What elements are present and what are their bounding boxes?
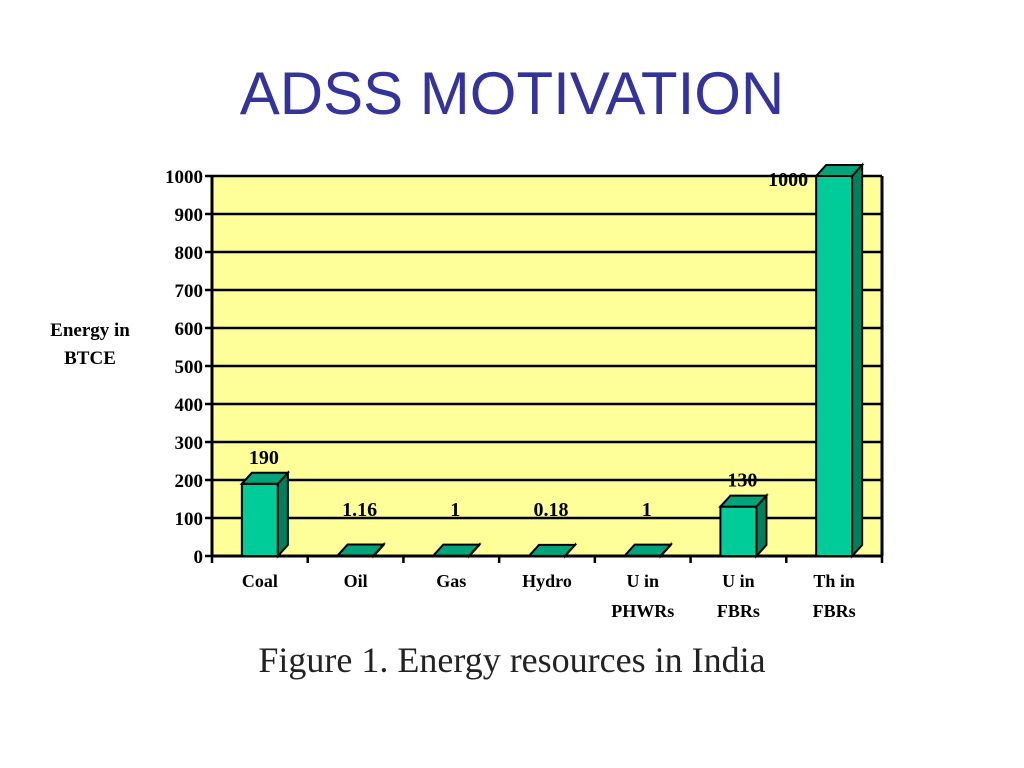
category-label: Th in [813, 571, 855, 591]
figure-caption: Figure 1. Energy resources in India [258, 640, 766, 680]
slide-title: ADSS MOTIVATION [239, 60, 785, 127]
category-label: Coal [242, 571, 278, 591]
data-label: 1 [450, 499, 460, 521]
bar-front [240, 482, 279, 557]
data-label: 1000 [768, 169, 808, 191]
category-label: FBRs [813, 601, 856, 621]
y-tick-label: 300 [175, 433, 204, 454]
y-tick-label: 400 [175, 395, 204, 416]
y-axis-title: Energy in [50, 320, 130, 341]
category-label: FBRs [717, 601, 760, 621]
y-tick-label: 1000 [165, 167, 203, 188]
bar-side [468, 542, 481, 559]
data-label: 1.16 [342, 499, 377, 521]
category-label: Gas [436, 571, 466, 591]
bar-side [659, 542, 672, 559]
y-tick-label: 200 [175, 471, 204, 492]
category-label: Hydro [522, 571, 572, 591]
bar-side [372, 541, 385, 559]
y-tick-label: 100 [175, 509, 204, 530]
bar-front [815, 175, 854, 557]
category-label: U in [722, 571, 755, 591]
category-label: PHWRs [611, 601, 674, 621]
bar-side [564, 542, 576, 559]
data-label: 190 [249, 447, 279, 469]
bar-side [851, 162, 864, 559]
bar-side [276, 470, 289, 559]
data-label: 0.18 [534, 499, 569, 521]
bar-front [719, 505, 758, 558]
y-tick-label: 600 [175, 319, 204, 340]
y-axis-title: BTCE [64, 348, 116, 369]
category-label: U in [626, 571, 659, 591]
data-label: 1 [642, 499, 652, 521]
category-label: Oil [344, 571, 368, 591]
data-label: 130 [727, 470, 757, 492]
bar-side [755, 493, 768, 559]
y-tick-label: 500 [175, 357, 204, 378]
y-tick-label: 900 [175, 205, 204, 226]
y-tick-label: 800 [175, 243, 204, 264]
bar-chart: 0 100 200 300 400 500 600 700 800 900 1000 Energy i… [50, 162, 884, 621]
y-tick-label: 0 [194, 547, 204, 568]
y-tick-label: 700 [175, 281, 204, 302]
